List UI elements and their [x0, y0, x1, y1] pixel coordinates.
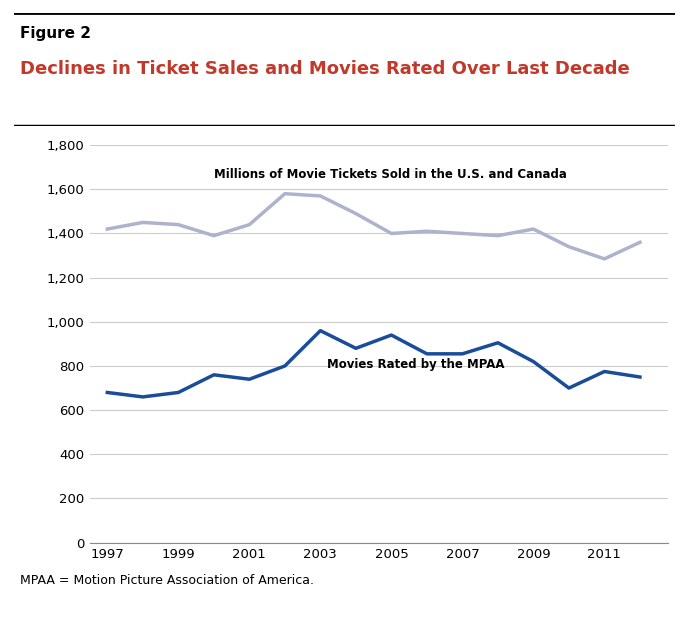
Text: Movies Rated by the MPAA: Movies Rated by the MPAA [327, 358, 505, 372]
Text: MPAA = Motion Picture Association of America.: MPAA = Motion Picture Association of Ame… [21, 574, 314, 587]
Text: Figure 2: Figure 2 [21, 27, 92, 41]
Text: Millions of Movie Tickets Sold in the U.S. and Canada: Millions of Movie Tickets Sold in the U.… [214, 168, 567, 182]
Text: Declines in Ticket Sales and Movies Rated Over Last Decade: Declines in Ticket Sales and Movies Rate… [21, 61, 630, 78]
